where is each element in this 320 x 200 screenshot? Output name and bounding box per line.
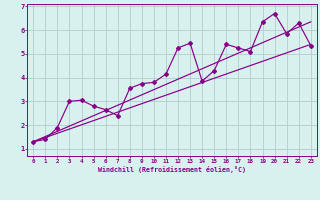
X-axis label: Windchill (Refroidissement éolien,°C): Windchill (Refroidissement éolien,°C) xyxy=(98,166,246,173)
